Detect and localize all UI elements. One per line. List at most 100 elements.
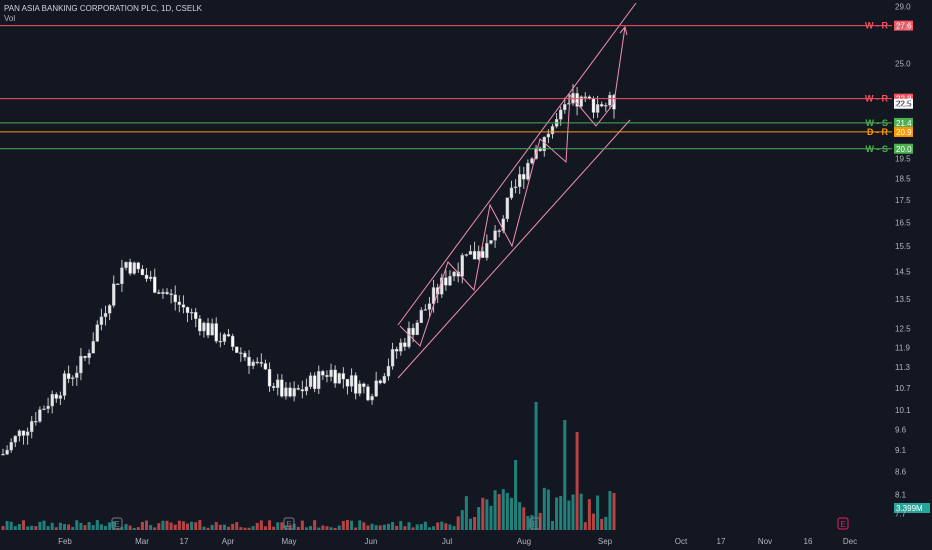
candle-body — [25, 431, 30, 436]
volume-bar — [350, 520, 354, 530]
candle-body — [161, 291, 165, 294]
volume-bar — [354, 527, 358, 530]
price-tick-label: 9.6 — [895, 425, 907, 434]
volume-bar — [542, 487, 546, 530]
level-price-tag — [894, 126, 913, 137]
volume-bar — [325, 526, 329, 530]
volume-legend: Vol — [4, 14, 16, 23]
channel-lower-line — [397, 119, 631, 379]
level-price-tag — [894, 93, 913, 104]
candle-body — [128, 261, 132, 274]
time-tick-label: Mar — [135, 537, 149, 546]
volume-bar — [403, 526, 407, 530]
candle-body — [579, 96, 583, 107]
time-tick-label: Nov — [758, 537, 772, 546]
volume-bar — [280, 522, 284, 530]
time-tick-label: Dec — [843, 537, 857, 546]
candle-body — [358, 383, 362, 394]
volume-bar — [214, 522, 218, 530]
level-price-tag — [894, 20, 913, 31]
candle-body — [140, 268, 145, 276]
volume-bar — [26, 526, 30, 530]
volume-bar — [202, 526, 206, 530]
volume-bar — [272, 526, 276, 530]
candle-body — [399, 342, 403, 352]
candle-body — [448, 275, 452, 286]
candle-body — [120, 267, 124, 285]
volume-bar — [227, 526, 231, 530]
candle-body — [558, 109, 563, 120]
volume-bar — [522, 507, 526, 530]
volume-bar — [358, 520, 362, 530]
earnings-marker — [111, 517, 123, 530]
candle-body — [575, 93, 579, 107]
volume-bar — [198, 520, 202, 530]
candle-body — [198, 318, 202, 332]
price-tick-label: 13.5 — [895, 295, 911, 304]
volume-bar — [190, 521, 194, 530]
time-tick-label: May — [281, 537, 296, 546]
candle-body — [431, 287, 436, 304]
candle-body — [370, 395, 374, 401]
candle-body — [38, 409, 42, 422]
volume-bar — [563, 420, 567, 530]
volume-bar — [79, 522, 83, 530]
candle-body — [304, 386, 309, 392]
candle-body — [444, 277, 448, 286]
time-tick-label: Jul — [442, 537, 452, 546]
candle-body — [255, 361, 259, 364]
candle-body — [54, 394, 59, 399]
price-tick-label: 8.6 — [895, 467, 907, 476]
volume-bar — [99, 524, 103, 530]
volume-bar — [501, 489, 505, 530]
candle-body — [132, 262, 136, 274]
earnings-marker-label: E — [840, 520, 845, 529]
volume-bar — [399, 521, 403, 530]
volume-bar — [296, 526, 300, 530]
price-tick-label: 12.5 — [895, 324, 911, 333]
volume-bar — [177, 520, 181, 530]
volume-bar — [263, 526, 267, 530]
volume-bar — [550, 521, 554, 530]
candle-body — [239, 352, 243, 354]
candle-body — [526, 162, 530, 180]
volume-bar — [493, 490, 497, 530]
volume-bar — [235, 522, 239, 530]
volume-bar — [427, 527, 431, 530]
candle-body — [1, 453, 5, 456]
volume-bar — [136, 527, 140, 530]
volume-bar — [42, 520, 46, 530]
candle-body — [271, 386, 276, 388]
volume-tag-text: 3.399M — [896, 504, 923, 513]
price-tick-label: 14.5 — [895, 268, 911, 277]
volume-bar — [362, 522, 366, 530]
volume-bar — [165, 520, 169, 530]
level-price-tag-text: 27.6 — [896, 22, 912, 31]
candles — [1, 84, 616, 456]
candle-body — [263, 363, 268, 370]
volume-bar — [481, 497, 485, 530]
candle-body — [481, 251, 485, 258]
volume-bar — [22, 520, 26, 530]
candle-body — [79, 355, 83, 374]
time-tick-label: Aug — [517, 537, 531, 546]
candle-body — [460, 255, 464, 277]
volume-bar — [329, 527, 333, 530]
time-tick-label: 17 — [180, 537, 189, 546]
level-lines: W - R27.6W - R22.8W - S21.4D - R20.9W - … — [0, 20, 930, 513]
candle-body — [267, 369, 272, 387]
candle-body — [394, 348, 399, 352]
candle-body — [333, 369, 337, 384]
candle-body — [345, 378, 350, 387]
candle-body — [30, 421, 34, 432]
candle-body — [46, 405, 50, 409]
price-tick-label: 8.1 — [895, 490, 907, 499]
volume-bar — [304, 527, 308, 530]
candle-body — [99, 316, 104, 325]
time-tick-label: Jun — [365, 537, 378, 546]
volume-bar — [514, 460, 518, 530]
last-price-tag — [894, 98, 913, 109]
candle-body — [177, 301, 182, 305]
candle-body — [366, 386, 370, 401]
